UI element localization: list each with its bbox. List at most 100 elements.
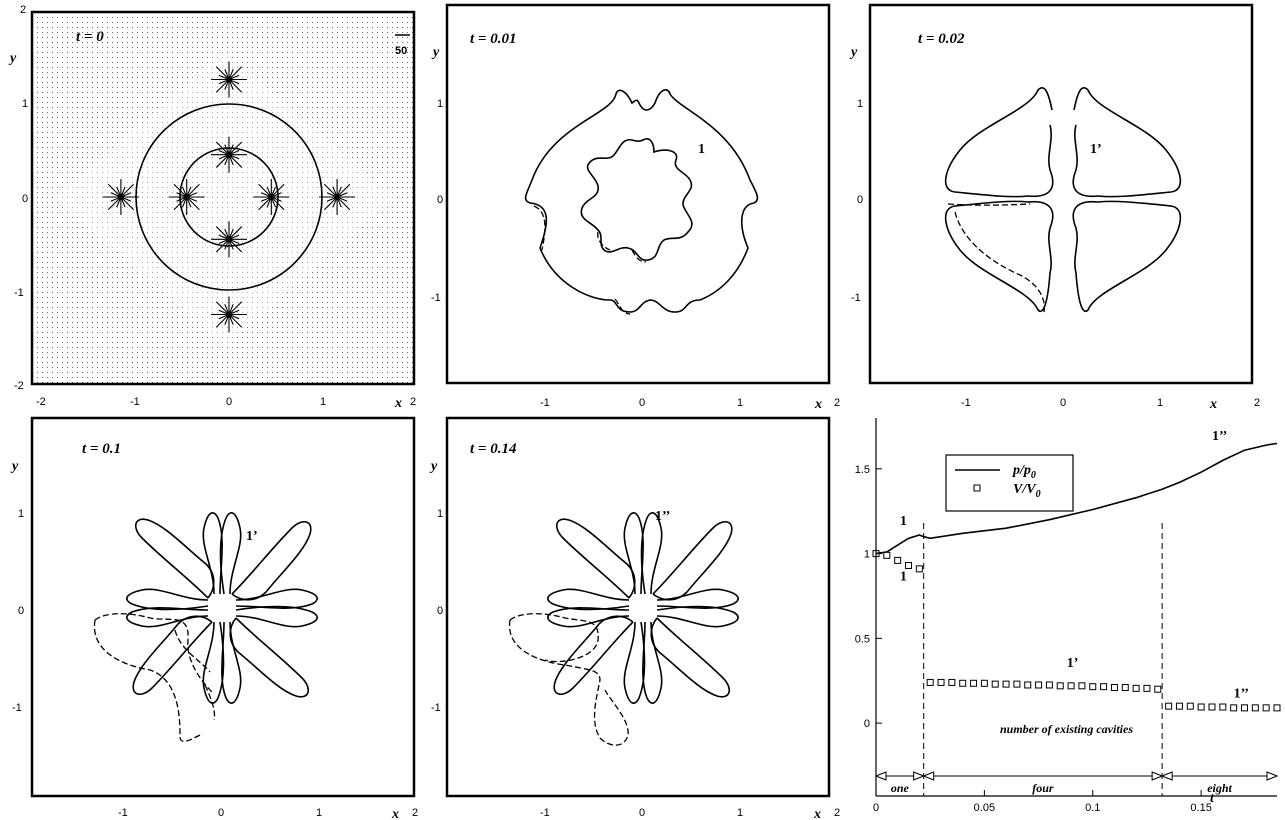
cavities-label: number of existing cavities — [1000, 722, 1133, 736]
stagnation-point — [226, 236, 232, 243]
v-marker — [883, 551, 891, 559]
velocity-arrow — [215, 141, 230, 156]
v-marker — [991, 680, 999, 688]
x-tick: -1 — [130, 396, 140, 408]
outer-interface — [944, 200, 1054, 313]
v-marker — [970, 679, 978, 687]
v-marker — [959, 679, 967, 687]
plot-frame — [868, 3, 1254, 385]
y-axis-label: y — [8, 51, 17, 66]
v-marker — [1230, 704, 1238, 712]
v-marker — [1045, 681, 1053, 689]
y-tick-label: 1 — [864, 549, 870, 561]
interface-lobes — [547, 512, 739, 704]
x-tick: -1 — [540, 807, 550, 819]
x-tick: 1 — [316, 807, 322, 819]
range-label: one — [891, 781, 910, 795]
legend-entry: V/V0 — [1013, 482, 1041, 500]
v-marker — [894, 556, 902, 564]
stagnation-point — [226, 311, 232, 318]
panel-t01: t = 0.1 1’ y x 1 0 -1 -1 0 1 2 — [10, 416, 418, 820]
outer-interface-dashed — [947, 203, 1046, 313]
legend: p/p0 V/V0 — [945, 454, 1074, 512]
v-marker — [948, 678, 956, 686]
range-arrow-left — [1160, 771, 1173, 781]
x-tick: -2 — [36, 396, 46, 408]
range-label: four — [1032, 781, 1054, 795]
y-tick-label: 0.5 — [855, 633, 870, 645]
v-marker — [1002, 680, 1010, 688]
interface-lobe — [556, 518, 636, 599]
v-marker — [1056, 682, 1064, 690]
velocity-arrow — [228, 226, 243, 240]
interface-lobe — [231, 521, 312, 601]
interface-arm — [235, 588, 318, 609]
x-tick: 1 — [320, 396, 326, 408]
vector-cluster — [168, 179, 205, 215]
interface-arm — [547, 607, 630, 628]
x-tick: -1 — [540, 397, 550, 409]
interface-lobe — [652, 521, 733, 601]
velocity-arrow — [107, 183, 122, 198]
cavity-ranges: one four eight — [874, 771, 1279, 795]
annotation: 1’ — [1090, 142, 1102, 157]
x-tick: 1 — [1157, 397, 1163, 409]
interface-arm — [202, 512, 223, 595]
velocity-arrow — [228, 141, 243, 156]
plot-frame — [30, 416, 416, 798]
y-tick-label: 0 — [864, 718, 870, 730]
interface-arm — [219, 512, 242, 595]
series-p-line — [875, 442, 1278, 555]
x-tick: 1 — [737, 807, 743, 819]
x-tick: -1 — [961, 397, 971, 409]
v-marker — [872, 550, 880, 558]
velocity-arrow — [228, 314, 243, 328]
interface-arm — [126, 607, 209, 628]
annotation: 1 — [698, 142, 705, 157]
v-marker — [1067, 682, 1075, 690]
outer-interface — [524, 89, 759, 313]
x-ticks: 0 0.05 0.1 0.15 — [873, 790, 1212, 814]
outer-interface — [1072, 200, 1182, 313]
velocity-arrow — [186, 183, 200, 198]
y-tick: 1 — [18, 508, 24, 520]
low-velocity-region — [55, 52, 395, 345]
outer-interface — [1072, 87, 1182, 198]
interface-lobe — [135, 518, 215, 599]
velocity-arrow — [107, 196, 122, 211]
interface-dashed — [509, 613, 629, 746]
x-axis-label: x — [394, 396, 402, 411]
x-tick-label: 0.05 — [974, 802, 995, 814]
panel-t002: t = 0.02 1’ y x 1 0 -1 -1 0 1 2 — [849, 3, 1260, 412]
y-tick: 1 — [857, 98, 863, 110]
x-tick: 2 — [834, 807, 840, 819]
vector-cluster — [211, 61, 247, 98]
x-axis-label: x — [1209, 397, 1217, 412]
legend-box — [945, 454, 1074, 512]
y-tick: 0 — [22, 193, 28, 205]
range-arrow-left — [922, 771, 935, 781]
interface-arm — [656, 605, 739, 628]
stagnation-point — [226, 76, 232, 83]
plot-frame — [445, 3, 831, 385]
y-tick: -1 — [431, 702, 441, 714]
x-tick: 2 — [834, 397, 840, 409]
vector-cluster — [102, 179, 139, 215]
panel-title: t = 0.1 — [82, 441, 121, 457]
velocity-arrow — [270, 196, 285, 211]
vector-cluster — [211, 296, 247, 333]
x-axis-label: x — [813, 807, 821, 820]
v-marker — [1100, 683, 1108, 691]
x-tick: 0 — [639, 807, 645, 819]
v-marker — [1251, 704, 1259, 712]
x-tick: 1 — [737, 397, 743, 409]
velocity-arrow — [228, 238, 243, 253]
velocity-arrow — [173, 196, 188, 211]
panel-t0: 50 t = 0 y x 2 1 0 -1 -2 -2 -1 0 1 2 — [8, 4, 416, 411]
x-tick-label: 0.1 — [1085, 802, 1100, 814]
range-label: eight — [1207, 781, 1232, 795]
v-marker — [1273, 704, 1281, 712]
v-marker — [1219, 703, 1227, 711]
y-tick: -1 — [431, 292, 441, 304]
